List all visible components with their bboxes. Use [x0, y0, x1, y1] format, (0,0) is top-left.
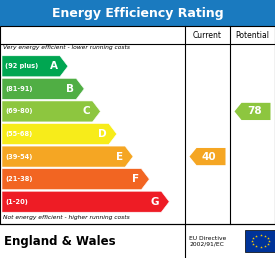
Text: A: A	[50, 61, 58, 71]
Text: 78: 78	[247, 107, 262, 116]
Polygon shape	[2, 169, 149, 190]
Bar	[0, 0, 275, 26]
Text: (69-80): (69-80)	[5, 108, 32, 115]
Text: EU Directive
2002/91/EC: EU Directive 2002/91/EC	[189, 236, 226, 246]
Text: England & Wales: England & Wales	[4, 235, 115, 247]
Text: G: G	[151, 197, 159, 207]
Text: D: D	[98, 129, 107, 139]
Text: Not energy efficient - higher running costs: Not energy efficient - higher running co…	[3, 215, 130, 220]
Text: (92 plus): (92 plus)	[5, 63, 38, 69]
Polygon shape	[2, 56, 68, 77]
Text: Potential: Potential	[235, 30, 270, 39]
Text: (55-68): (55-68)	[5, 131, 32, 137]
Polygon shape	[189, 148, 226, 165]
Text: Current: Current	[193, 30, 222, 39]
Text: Energy Efficiency Rating: Energy Efficiency Rating	[52, 6, 223, 20]
Text: (39-54): (39-54)	[5, 154, 32, 159]
Polygon shape	[2, 101, 100, 122]
Text: B: B	[66, 84, 74, 94]
Text: (81-91): (81-91)	[5, 86, 32, 92]
Polygon shape	[235, 103, 271, 120]
Polygon shape	[2, 191, 169, 212]
Polygon shape	[2, 124, 117, 144]
Polygon shape	[2, 78, 84, 99]
Text: F: F	[132, 174, 139, 184]
Polygon shape	[2, 146, 133, 167]
Text: C: C	[83, 107, 90, 116]
Text: 40: 40	[202, 151, 217, 162]
Bar	[0, 26, 275, 224]
Text: (1-20): (1-20)	[5, 199, 28, 205]
Text: E: E	[116, 151, 123, 162]
Bar	[244, 230, 275, 252]
Text: Very energy efficient - lower running costs: Very energy efficient - lower running co…	[3, 45, 130, 50]
Text: (21-38): (21-38)	[5, 176, 32, 182]
